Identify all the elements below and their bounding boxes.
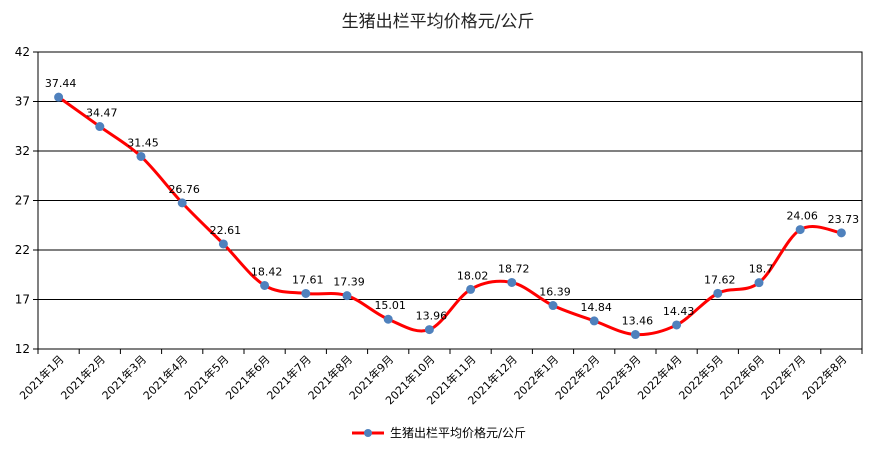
data-label: 22.61: [210, 224, 242, 237]
data-point: [466, 284, 476, 294]
x-tick-label: 2022年8月: [799, 352, 849, 402]
chart-title: 生猪出栏平均价格元/公斤: [342, 12, 535, 32]
data-label: 17.61: [292, 273, 324, 286]
gridlines: [37, 51, 863, 350]
data-label: 26.76: [168, 183, 200, 196]
y-axis-ticks: 12 17 22 27 32 37 42: [15, 45, 38, 356]
data-point: [754, 278, 764, 288]
data-label: 31.45: [127, 136, 159, 149]
data-label: 14.43: [663, 305, 695, 318]
y-tick-label: 42: [15, 45, 30, 59]
data-label: 16.39: [539, 286, 571, 299]
y-tick-label: 37: [15, 95, 30, 109]
legend-marker-swatch: [364, 429, 372, 437]
data-point: [383, 314, 393, 324]
data-point: [672, 320, 682, 330]
data-label: 24.06: [786, 210, 818, 223]
data-label: 15.01: [374, 299, 406, 312]
legend: 生猪出栏平均价格元/公斤: [352, 425, 526, 440]
legend-label: 生猪出栏平均价格元/公斤: [390, 425, 526, 440]
y-tick-label: 32: [15, 144, 30, 158]
data-point: [342, 291, 352, 301]
data-point: [507, 277, 517, 287]
data-label: 34.47: [86, 107, 118, 120]
data-point: [424, 325, 434, 335]
points-layer: [54, 92, 846, 340]
data-point: [95, 122, 105, 132]
data-label: 18.7: [749, 263, 774, 276]
data-point: [589, 316, 599, 326]
data-point: [713, 288, 723, 298]
data-point: [136, 151, 146, 161]
data-label: 18.02: [457, 269, 489, 282]
data-label: 23.73: [828, 213, 860, 226]
data-point: [795, 225, 805, 235]
data-label: 13.46: [622, 315, 654, 328]
data-label: 13.96: [416, 310, 448, 323]
y-tick-label: 22: [15, 243, 30, 257]
data-label: 37.44: [45, 77, 77, 90]
data-point: [218, 239, 228, 249]
y-tick-label: 27: [15, 194, 30, 208]
data-label: 18.72: [498, 262, 530, 275]
data-point: [630, 330, 640, 340]
data-label: 17.62: [704, 273, 736, 286]
data-point: [836, 228, 846, 238]
x-axis-ticks: 2021年1月2021年2月2021年3月2021年4月2021年5月2021年…: [17, 349, 863, 407]
y-tick-label: 12: [15, 342, 30, 356]
data-label: 17.39: [333, 276, 365, 289]
data-point: [177, 198, 187, 208]
data-point: [54, 92, 64, 102]
data-point: [548, 301, 558, 311]
data-label: 14.84: [580, 301, 612, 314]
y-tick-label: 17: [15, 293, 30, 307]
data-point: [260, 280, 270, 290]
data-label: 18.42: [251, 265, 283, 278]
data-labels-layer: 37.44 34.47 31.45 26.76 22.61 18.42 17.61 17.39…: [45, 77, 859, 327]
data-point: [301, 288, 311, 298]
